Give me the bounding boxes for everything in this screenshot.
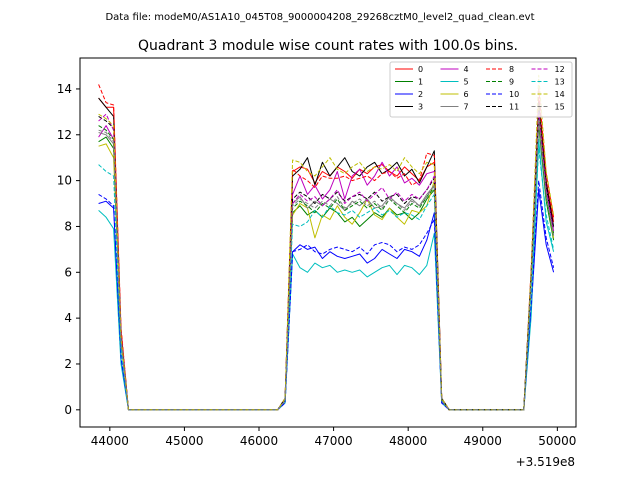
x-tick-label: 46000: [240, 434, 278, 448]
legend-box: [389, 61, 573, 118]
y-tick-label: 8: [64, 219, 72, 233]
series-line-11: [98, 109, 555, 411]
chart-title: Quadrant 3 module wise count rates with …: [138, 38, 518, 54]
y-tick-label: 14: [57, 82, 72, 96]
series-line-5: [98, 138, 555, 411]
series-line-9: [98, 113, 555, 411]
legend-label-12: 12: [555, 65, 565, 74]
x-tick-label: 50000: [538, 434, 576, 448]
series-line-13: [98, 148, 555, 411]
legend-label-7: 7: [464, 103, 469, 112]
series-line-7: [98, 120, 555, 411]
series-line-14: [98, 74, 555, 411]
y-tick-label: 2: [64, 357, 72, 371]
y-tick-label: 4: [64, 311, 72, 325]
series-line-8: [98, 84, 555, 411]
legend-label-8: 8: [509, 65, 514, 74]
x-tick-label: 45000: [165, 434, 203, 448]
legend-label-3: 3: [418, 103, 423, 112]
series-line-2: [98, 189, 555, 411]
series-line-12: [98, 111, 555, 411]
y-tick-label: 10: [57, 174, 72, 188]
series-line-15: [98, 118, 555, 411]
legend-label-13: 13: [555, 78, 565, 87]
x-axis-offset-label: +3.519e8: [516, 455, 575, 469]
y-tick-label: 0: [64, 403, 72, 417]
y-tick-label: 12: [57, 128, 72, 142]
series-line-3: [98, 97, 555, 411]
series-line-10: [98, 180, 555, 411]
series-layer: [98, 74, 555, 411]
legend-label-4: 4: [464, 65, 469, 74]
legend-label-0: 0: [418, 65, 423, 74]
legend-label-1: 1: [418, 78, 423, 87]
axes-layer: 44000 45000 46000 47000 48000 49000 50000 0 2 4 6 8…: [57, 57, 577, 448]
series-line-6: [98, 106, 555, 411]
series-line-0: [98, 97, 555, 411]
legend-label-5: 5: [464, 78, 469, 87]
series-line-4: [98, 115, 555, 411]
legend-label-11: 11: [509, 103, 519, 112]
x-tick-label: 49000: [464, 434, 502, 448]
legend-label-6: 6: [464, 90, 469, 99]
legend-label-2: 2: [418, 90, 423, 99]
x-tick-label: 44000: [91, 434, 129, 448]
legend-label-10: 10: [509, 90, 519, 99]
legend-label-9: 9: [509, 78, 514, 87]
y-tick-label: 6: [64, 265, 72, 279]
x-tick-label: 47000: [315, 434, 353, 448]
legend-label-14: 14: [555, 90, 565, 99]
x-tick-label: 48000: [389, 434, 427, 448]
legend-label-15: 15: [555, 103, 565, 112]
plot-frame: [79, 57, 577, 428]
chart-suptitle: Data file: modeM0/AS1A10_045T08_90000042…: [105, 12, 534, 23]
